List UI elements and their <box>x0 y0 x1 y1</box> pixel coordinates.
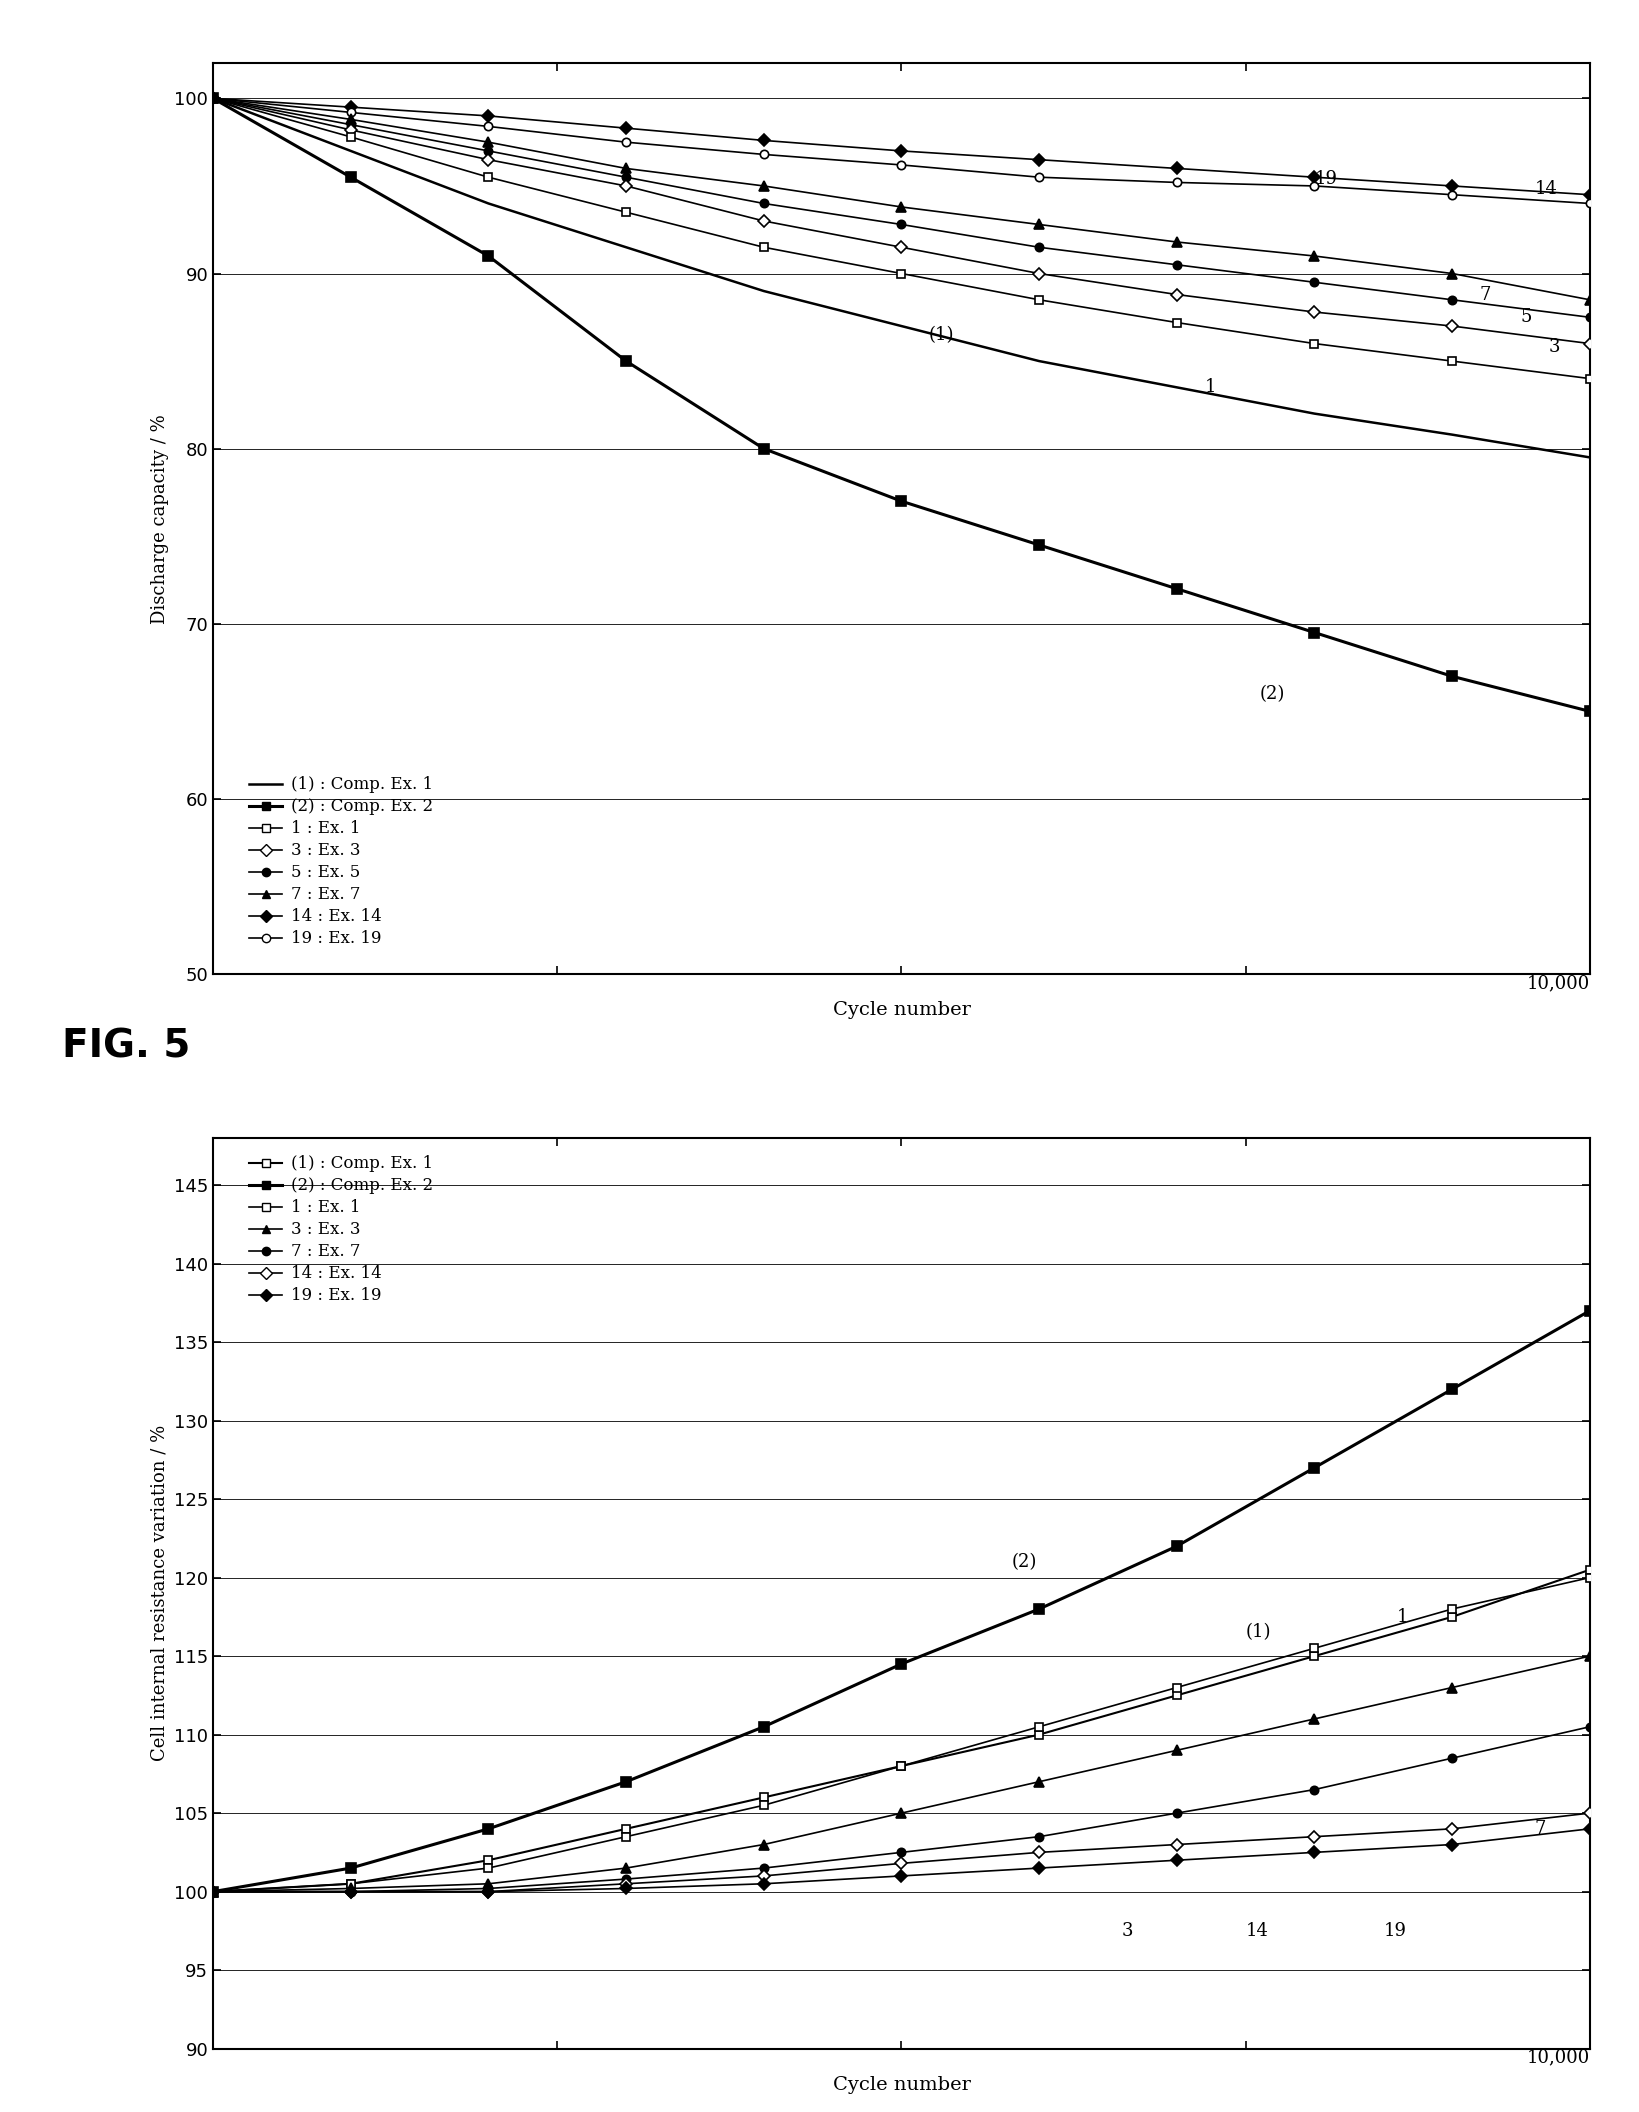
Text: 1: 1 <box>1396 1607 1408 1626</box>
Text: 10,000: 10,000 <box>1526 974 1590 993</box>
Text: 19: 19 <box>1314 169 1337 188</box>
Text: (1): (1) <box>1246 1624 1272 1641</box>
Text: 10,000: 10,000 <box>1526 2049 1590 2068</box>
Text: 1: 1 <box>1205 378 1216 397</box>
Legend: (1) : Comp. Ex. 1, (2) : Comp. Ex. 2, 1 : Ex. 1, 3 : Ex. 3, 7 : Ex. 7, 14 : Ex. : (1) : Comp. Ex. 1, (2) : Comp. Ex. 2, 1 … <box>249 1155 433 1305</box>
Legend: (1) : Comp. Ex. 1, (2) : Comp. Ex. 2, 1 : Ex. 1, 3 : Ex. 3, 5 : Ex. 5, 7 : Ex. 7: (1) : Comp. Ex. 1, (2) : Comp. Ex. 2, 1 … <box>249 777 433 948</box>
Text: Cycle number: Cycle number <box>833 2076 970 2093</box>
Text: 14: 14 <box>1246 1922 1269 1941</box>
Text: 3: 3 <box>1121 1922 1133 1941</box>
Y-axis label: Discharge capacity / %: Discharge capacity / % <box>151 414 169 623</box>
Text: 3: 3 <box>1549 338 1560 357</box>
Text: (2): (2) <box>1259 684 1285 703</box>
Y-axis label: Cell internal resistance variation / %: Cell internal resistance variation / % <box>151 1426 169 1761</box>
Text: FIG. 5: FIG. 5 <box>62 1026 190 1064</box>
Text: 14: 14 <box>1534 180 1557 199</box>
Text: 7: 7 <box>1534 1821 1546 1837</box>
Text: (2): (2) <box>1011 1552 1037 1571</box>
Text: 5: 5 <box>1521 308 1532 325</box>
Text: (1): (1) <box>929 325 954 344</box>
Text: 19: 19 <box>1383 1922 1406 1941</box>
Text: 7: 7 <box>1480 285 1491 304</box>
Text: Cycle number: Cycle number <box>833 1001 970 1020</box>
